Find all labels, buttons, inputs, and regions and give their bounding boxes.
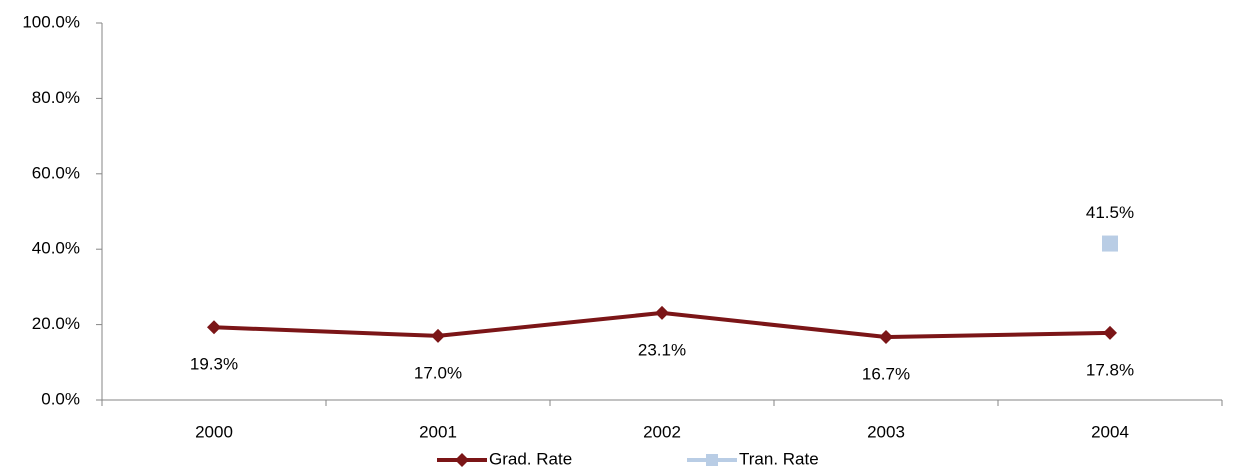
data-label: 41.5% (1086, 203, 1134, 222)
data-point (879, 330, 893, 345)
data-label: 16.7% (862, 365, 910, 384)
data-label: 17.0% (414, 363, 462, 382)
data-label: 17.8% (1086, 360, 1134, 379)
legend-marker (706, 454, 718, 466)
data-point (207, 320, 221, 335)
data-point (431, 328, 445, 343)
x-tick-label: 2004 (1091, 422, 1129, 441)
x-tick-label: 2000 (195, 422, 233, 441)
x-tick-label: 2003 (867, 422, 905, 441)
y-tick-label: 0.0% (41, 389, 80, 408)
y-tick-label: 60.0% (32, 163, 80, 182)
legend-label: Tran. Rate (739, 449, 819, 468)
y-tick-label: 100.0% (22, 12, 80, 31)
data-label: 19.3% (190, 355, 238, 374)
data-point (1103, 325, 1117, 340)
data-label: 23.1% (638, 340, 686, 359)
legend-label: Grad. Rate (489, 449, 572, 468)
data-point (655, 305, 669, 320)
y-tick-label: 80.0% (32, 88, 80, 107)
x-tick-label: 2002 (643, 422, 681, 441)
y-tick-label: 20.0% (32, 314, 80, 333)
x-tick-label: 2001 (419, 422, 457, 441)
data-point (1102, 235, 1118, 252)
legend-marker (455, 453, 469, 467)
y-tick-label: 40.0% (32, 239, 80, 258)
